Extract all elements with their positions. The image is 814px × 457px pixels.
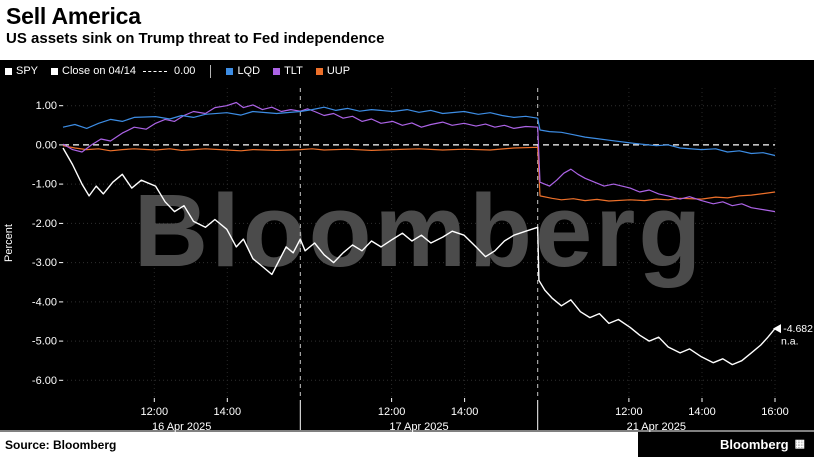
legend-swatch	[5, 67, 12, 75]
last-value-marker	[773, 324, 781, 334]
y-axis-label: Percent	[3, 224, 15, 262]
y-tick-label: -3.00	[32, 257, 57, 269]
chart-title: Sell America	[6, 3, 141, 29]
price-chart[interactable]: Bloomberg 1.00 0.00 -1.00 -2.00 -3.00 -4.00 -5.…	[0, 82, 814, 432]
chart-subtitle: US assets sink on Trump threat to Fed in…	[6, 30, 385, 48]
last-value-label: -4.682	[783, 323, 813, 335]
bloomberg-logo-text: Bloomberg	[719, 437, 789, 452]
legend-item-spy[interactable]: SPY	[5, 65, 38, 77]
last-value-sublabel: n.a.	[781, 336, 799, 348]
legend-swatch	[273, 67, 281, 75]
chart-legend: SPY Close on 04/14 0.00 LQD TLT UUP	[0, 60, 814, 82]
bloomberg-watermark: Bloomberg	[134, 173, 705, 288]
x-tick-label: 14:00	[214, 406, 242, 418]
legend-divider	[210, 64, 212, 78]
legend-label: SPY	[16, 65, 39, 77]
legend-item-tlt[interactable]: TLT	[273, 65, 303, 77]
y-tick-label: 0.00	[36, 139, 57, 151]
series-line-uup[interactable]	[62, 145, 776, 202]
x-tick-label: 12:00	[615, 406, 643, 418]
x-tick-label: 14:00	[688, 406, 716, 418]
x-tick-label: 14:00	[451, 406, 479, 418]
y-tick-label: 1.00	[36, 100, 57, 112]
legend-label: LQD	[237, 65, 261, 77]
series-line-lqd[interactable]	[62, 106, 776, 157]
x-tick-label: 12:00	[141, 406, 169, 418]
legend-swatch	[315, 67, 323, 75]
series-line-tlt[interactable]	[62, 101, 776, 213]
legend-label: Close on 04/14	[62, 65, 137, 77]
legend-swatch	[226, 67, 234, 75]
y-tick-label: -5.00	[32, 336, 57, 348]
x-tick-label: 12:00	[378, 406, 406, 418]
y-tick-label: -1.00	[32, 179, 57, 191]
legend-item-lqd[interactable]: LQD	[226, 65, 260, 77]
source-text: Source: Bloomberg	[5, 437, 117, 452]
baseline-value-label: 0.00	[174, 65, 196, 77]
legend-label: UUP	[326, 65, 351, 77]
legend-label: TLT	[284, 65, 303, 77]
x-tick-label: 16:00	[761, 406, 789, 418]
terminal-icon: ▦	[794, 438, 805, 450]
y-tick-label: -2.00	[32, 218, 57, 230]
dashed-line-sample	[143, 70, 168, 72]
chart-header: Sell America US assets sink on Trump thr…	[0, 0, 814, 60]
chart-area: Bloomberg 1.00 0.00 -1.00 -2.00 -3.00 -4.00 -5.…	[0, 82, 814, 432]
session-date-label: 16 Apr 2025	[152, 421, 211, 432]
y-tick-label: -6.00	[32, 375, 57, 387]
session-date-label: 17 Apr 2025	[389, 421, 448, 432]
y-tick-label: -4.00	[32, 296, 57, 308]
series-line-spy[interactable]	[62, 147, 776, 366]
session-date-label: 21 Apr 2025	[627, 421, 686, 432]
bloomberg-logo: Bloomberg ▦	[638, 432, 814, 457]
legend-item-uup[interactable]: UUP	[315, 65, 351, 77]
legend-item-close-on-04-14[interactable]: Close on 04/14 0.00	[51, 65, 195, 77]
legend-swatch	[51, 67, 59, 75]
chart-footer: Source: Bloomberg Bloomberg ▦	[0, 432, 814, 457]
